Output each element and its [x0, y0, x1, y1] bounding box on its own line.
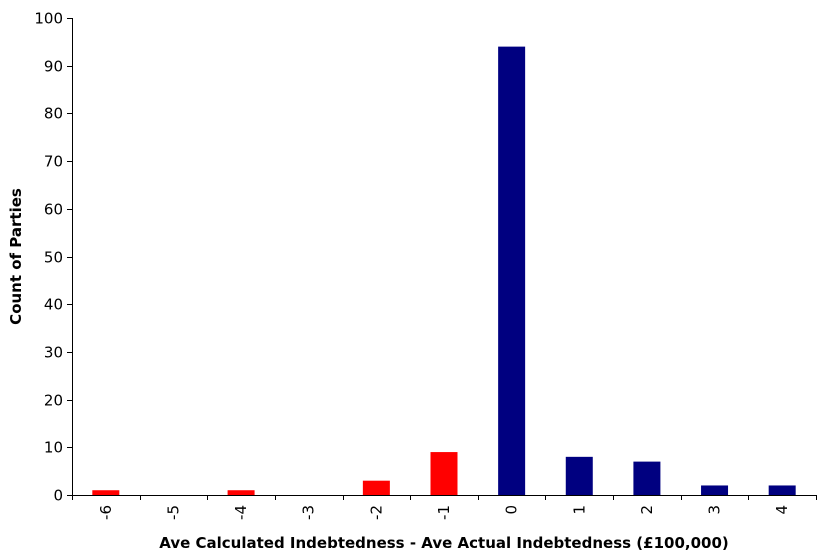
y-tick-label: 80 — [44, 105, 63, 123]
x-axis: -6 -5 -4 -3 -2 -1 0 1 2 3 4 — [72, 495, 817, 520]
bar--2 — [362, 480, 390, 495]
bar--6 — [92, 490, 120, 495]
bar-4 — [768, 485, 796, 495]
x-tick-label: 2 — [638, 505, 656, 515]
x-tick-label: -5 — [164, 505, 182, 520]
x-tick-label: -6 — [97, 505, 115, 520]
x-tick-label: -2 — [367, 505, 385, 520]
y-axis: 0 10 20 30 40 50 60 70 80 90 100 — [34, 10, 73, 505]
y-tick-label: 40 — [44, 296, 63, 314]
y-axis-title: Count of Parties — [7, 188, 25, 325]
x-tick-label: -3 — [300, 505, 318, 520]
y-tick-label: 50 — [44, 249, 63, 267]
x-tick-label: 3 — [706, 505, 724, 515]
bars — [92, 46, 796, 496]
y-tick-label: 90 — [44, 58, 63, 76]
bar--4 — [227, 490, 255, 495]
y-tick-label: 30 — [44, 344, 63, 362]
x-tick-label: 0 — [503, 505, 521, 515]
bar-0 — [498, 46, 526, 496]
y-tick-label: 100 — [34, 10, 63, 28]
x-tick-label: 1 — [570, 505, 588, 515]
x-tick-label: -1 — [435, 505, 453, 520]
x-axis-title: Ave Calculated Indebtedness - Ave Actual… — [159, 534, 729, 552]
y-tick-label: 60 — [44, 201, 63, 219]
y-tick-label: 20 — [44, 392, 63, 410]
bar-2 — [633, 461, 661, 495]
x-tick-label: -4 — [232, 505, 250, 520]
bar-1 — [565, 456, 593, 495]
bar--1 — [430, 452, 458, 495]
x-tick-label: 4 — [773, 505, 791, 515]
y-tick-label: 10 — [44, 439, 63, 457]
y-tick-label: 0 — [53, 487, 63, 505]
bar-3 — [701, 485, 729, 495]
y-tick-label: 70 — [44, 153, 63, 171]
